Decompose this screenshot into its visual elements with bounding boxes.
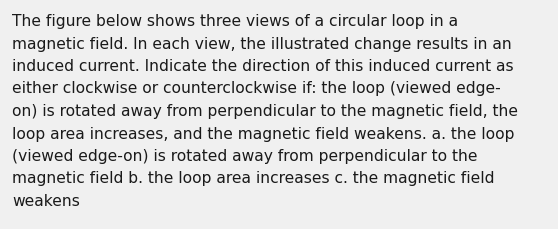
Text: The figure below shows three views of a circular loop in a: The figure below shows three views of a … — [12, 14, 458, 29]
Text: (viewed edge-on) is rotated away from perpendicular to the: (viewed edge-on) is rotated away from pe… — [12, 148, 478, 163]
Text: induced current. Indicate the direction of this induced current as: induced current. Indicate the direction … — [12, 59, 513, 74]
Text: either clockwise or counterclockwise if: the loop (viewed edge-: either clockwise or counterclockwise if:… — [12, 81, 501, 96]
Text: magnetic field. In each view, the illustrated change results in an: magnetic field. In each view, the illust… — [12, 36, 512, 51]
Text: weakens: weakens — [12, 193, 80, 208]
Text: on) is rotated away from perpendicular to the magnetic field, the: on) is rotated away from perpendicular t… — [12, 104, 518, 118]
Text: magnetic field b. the loop area increases c. the magnetic field: magnetic field b. the loop area increase… — [12, 171, 494, 186]
Text: loop area increases, and the magnetic field weakens. a. the loop: loop area increases, and the magnetic fi… — [12, 126, 514, 141]
